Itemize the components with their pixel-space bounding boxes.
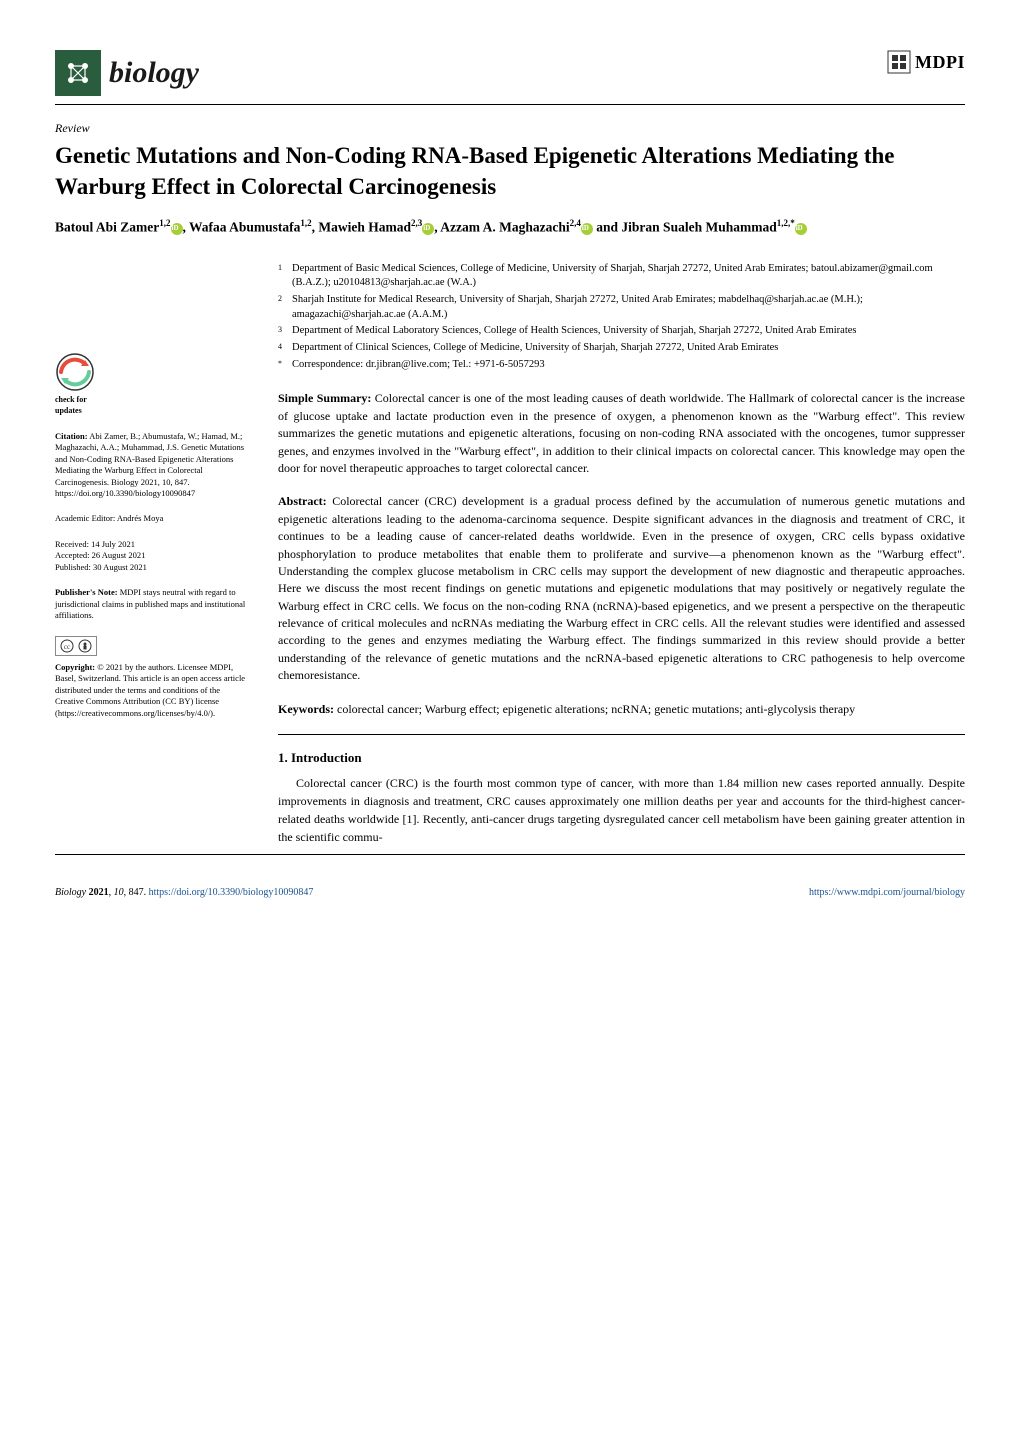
affil-number: 4 [278,341,292,356]
published-label: Published: [55,562,91,572]
author-affil-sup: 2,3 [411,218,422,228]
simple-summary-block: Simple Summary: Colorectal cancer is one… [278,390,965,477]
check-updates-icon [55,352,95,392]
header-rule [55,104,965,105]
section-heading: 1. Introduction [278,749,965,768]
header-row: biology MDPI [55,50,965,96]
journal-logo-block: biology [55,50,199,96]
affil-text: Correspondence: dr.jibran@live.com; Tel.… [292,358,545,373]
affil-number: 2 [278,293,292,322]
publisher-note-block: Publisher's Note: MDPI stays neutral wit… [55,587,250,621]
affiliations-list: 1Department of Basic Medical Sciences, C… [278,262,965,373]
publisher-name: MDPI [915,52,965,73]
citation-block: Citation: Abi Zamer, B.; Abumustafa, W.;… [55,431,250,500]
editor-name: Andrés Moya [117,513,164,523]
author: Batoul Abi Zamer [55,220,159,235]
author: and Jibran Sualeh Muhammad [596,220,776,235]
author: , Azzam A. Maghazachi [434,220,569,235]
journal-logo-icon [55,50,101,96]
keywords-block: Keywords: colorectal cancer; Warburg eff… [278,701,965,718]
main-content: 1Department of Basic Medical Sciences, C… [278,262,965,846]
author-affil-sup: 2,4 [570,218,581,228]
affiliation-item: 1Department of Basic Medical Sciences, C… [278,262,965,291]
author-affil-sup: 1,2,* [777,218,795,228]
publisher-logo: MDPI [887,50,965,74]
orcid-icon[interactable] [795,223,807,235]
copyright-label: Copyright: [55,662,95,672]
affil-number: * [278,358,292,373]
doi-link[interactable]: https://doi.org/10.3390/biology10090847 [149,887,314,898]
orcid-icon[interactable] [581,223,593,235]
footer-rule [55,854,965,855]
affil-number: 3 [278,324,292,339]
svg-text:cc: cc [64,643,70,651]
received-date: 14 July 2021 [91,539,135,549]
affil-text: Sharjah Institute for Medical Research, … [292,293,965,322]
author-affil-sup: 1,2 [300,218,311,228]
published-date: 30 August 2021 [93,562,147,572]
abstract-block: Abstract: Colorectal cancer (CRC) develo… [278,493,965,684]
affiliation-item: *Correspondence: dr.jibran@live.com; Tel… [278,358,965,373]
authors-list: Batoul Abi Zamer1,2, Wafaa Abumustafa1,2… [55,218,965,236]
copyright-block: Copyright: © 2021 by the authors. Licens… [55,662,250,719]
journal-url-link[interactable]: https://www.mdpi.com/journal/biology [809,887,965,898]
abstract-text: Colorectal cancer (CRC) development is a… [278,494,965,682]
footer-citation: Biology 2021, 10, 847. https://doi.org/1… [55,887,313,898]
simple-summary-text: Colorectal cancer is one of the most lea… [278,391,965,475]
simple-summary-label: Simple Summary: [278,391,371,405]
dates-block: Received: 14 July 2021 Accepted: 26 Augu… [55,539,250,573]
check-updates-widget[interactable]: check forupdates [55,352,250,417]
editor-label: Academic Editor: [55,513,115,523]
accepted-date: 26 August 2021 [92,550,146,560]
body-text: Colorectal cancer (CRC) is the fourth mo… [278,774,965,846]
journal-name: biology [109,56,199,90]
author: , Mawieh Hamad [312,220,411,235]
affiliation-item: 3Department of Medical Laboratory Scienc… [278,324,965,339]
check-updates-label: check forupdates [55,395,250,417]
author-affil-sup: 1,2 [159,218,170,228]
affil-number: 1 [278,262,292,291]
body-paragraph: Colorectal cancer (CRC) is the fourth mo… [278,774,965,846]
received-label: Received: [55,539,89,549]
orcid-icon[interactable] [171,223,183,235]
affiliation-item: 2Sharjah Institute for Medical Research,… [278,293,965,322]
author: , Wafaa Abumustafa [183,220,301,235]
article-title: Genetic Mutations and Non-Coding RNA-Bas… [55,140,965,202]
editor-block: Academic Editor: Andrés Moya [55,513,250,524]
keywords-label: Keywords: [278,702,334,716]
sidebar: check forupdates Citation: Abi Zamer, B.… [55,262,250,846]
citation-label: Citation: [55,431,88,441]
article-type: Review [55,121,965,136]
affil-text: Department of Medical Laboratory Science… [292,324,857,339]
affiliation-item: 4Department of Clinical Sciences, Colleg… [278,341,965,356]
cc-icon: cc [60,639,74,653]
pub-note-label: Publisher's Note: [55,587,118,597]
affil-text: Department of Basic Medical Sciences, Co… [292,262,965,291]
abstract-label: Abstract: [278,494,327,508]
accepted-label: Accepted: [55,550,89,560]
page-footer: Biology 2021, 10, 847. https://doi.org/1… [55,883,965,898]
affil-text: Department of Clinical Sciences, College… [292,341,778,356]
section-rule [278,734,965,735]
keywords-text: colorectal cancer; Warburg effect; epige… [337,702,855,716]
orcid-icon[interactable] [422,223,434,235]
cc-license-badge[interactable]: cc [55,636,250,656]
by-icon [78,639,92,653]
